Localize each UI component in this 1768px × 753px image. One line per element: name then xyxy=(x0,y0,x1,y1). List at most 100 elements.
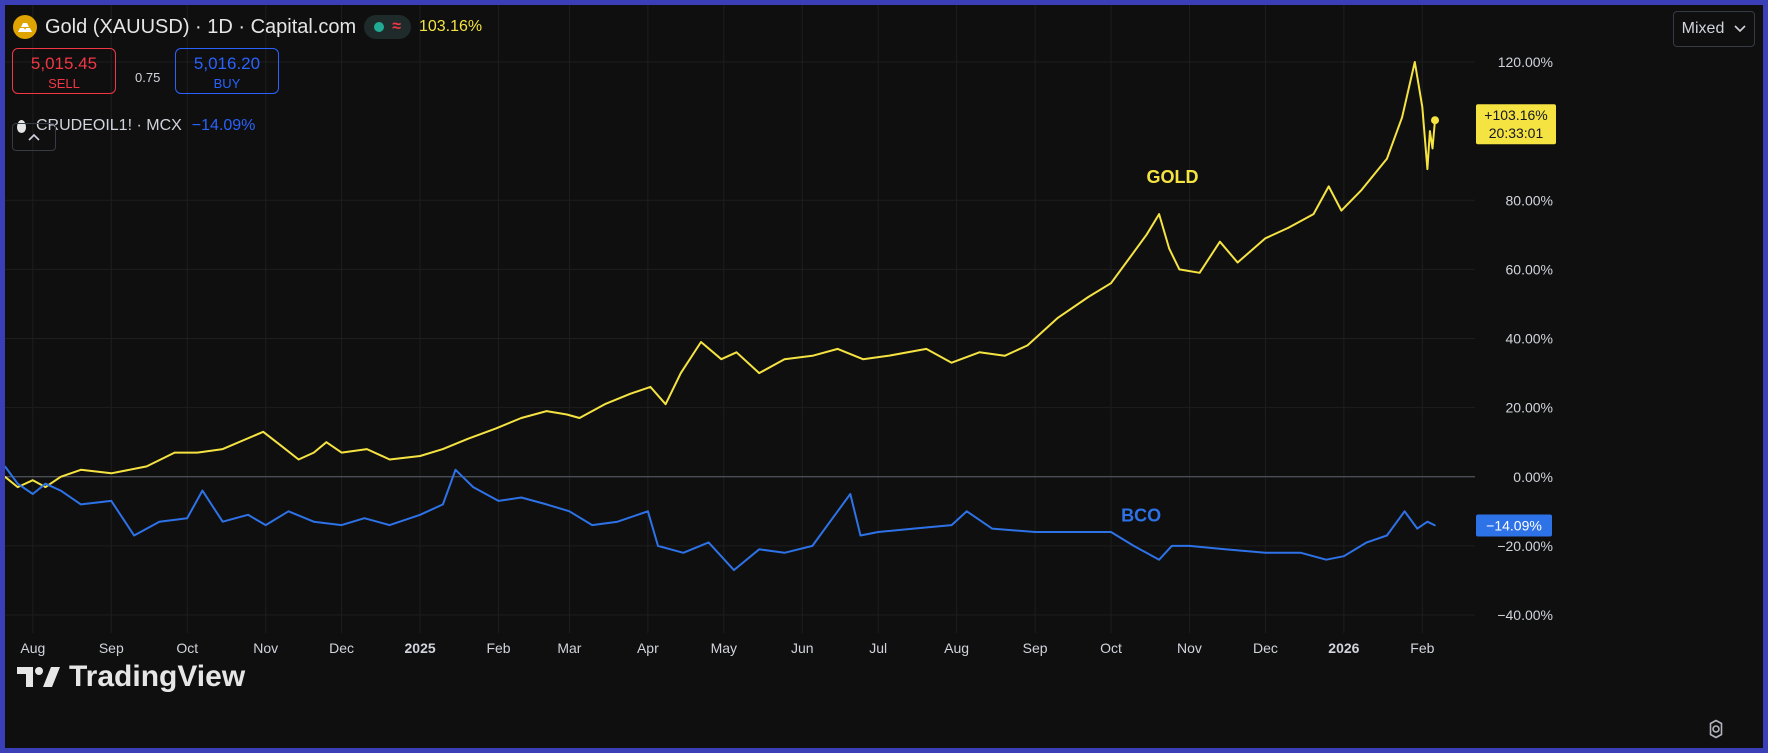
data-point-bco xyxy=(442,503,444,506)
y-tick-label: 40.00% xyxy=(1506,331,1553,347)
x-tick-label: Nov xyxy=(1177,640,1202,656)
data-point-gold xyxy=(340,451,343,454)
sell-price: 5,015.45 xyxy=(30,54,98,73)
data-point-gold xyxy=(545,410,548,412)
data-point-gold xyxy=(442,448,444,450)
data-point-bco xyxy=(647,510,649,513)
data-point-gold xyxy=(1158,213,1160,215)
data-point-bco xyxy=(1343,555,1345,557)
x-tick-label: Aug xyxy=(20,640,45,656)
data-point-bco xyxy=(991,527,993,530)
data-point-gold xyxy=(629,393,631,395)
chart-plot[interactable]: GOLD BCO 120.00% 80.00% 60.00% 40.00% 20.00% 0… xyxy=(5,5,1763,748)
data-point-bco xyxy=(454,469,457,471)
symbol-title[interactable]: Gold (XAUUSD) · 1D · Capital.com xyxy=(45,15,357,38)
buy-price: 5,016.20 xyxy=(193,54,261,73)
data-point-bco xyxy=(32,493,34,495)
spread-value: 0.75 xyxy=(135,70,161,85)
x-tick-label: Nov xyxy=(253,640,278,656)
data-point-gold xyxy=(297,458,300,461)
data-point-gold xyxy=(1128,258,1130,260)
x-tick-label: 2025 xyxy=(405,640,436,656)
price-label-gold xyxy=(1476,104,1556,145)
chart-frame: GOLD BCO 120.00% 80.00% 60.00% 40.00% 20.00% 0… xyxy=(5,5,1763,748)
data-point-gold xyxy=(16,486,19,488)
x-tick-label: May xyxy=(711,640,737,656)
data-point-gold xyxy=(758,372,760,374)
data-point-bco xyxy=(264,524,267,526)
x-tick-label: Sep xyxy=(1023,640,1048,656)
data-point-gold xyxy=(313,451,315,454)
data-point-bco xyxy=(1224,548,1226,551)
data-point-bco xyxy=(1403,510,1406,513)
data-point-bco xyxy=(707,541,710,544)
data-point-bco xyxy=(419,514,421,516)
data-point-bco xyxy=(591,524,593,526)
chart-settings-button[interactable] xyxy=(1705,719,1727,741)
data-point-gold xyxy=(1003,355,1006,357)
y-tick-label: −40.00% xyxy=(1497,607,1553,623)
data-point-bco xyxy=(80,503,82,506)
data-point-bco xyxy=(59,489,62,492)
data-point-gold xyxy=(664,403,667,406)
x-tick-label: Mar xyxy=(557,640,581,656)
x-tick-label: Sep xyxy=(99,640,124,656)
compare-symbol-row[interactable]: CRUDEOIL1! · MCX −14.09% xyxy=(17,117,255,135)
data-point-bco xyxy=(912,527,915,530)
tradingview-logo[interactable]: TradingView xyxy=(17,660,245,694)
y-tick-label: 0.00% xyxy=(1513,469,1553,485)
data-point-gold xyxy=(1219,240,1221,243)
data-point-bco xyxy=(831,517,834,519)
data-point-bco xyxy=(1386,534,1388,537)
data-point-gold xyxy=(44,486,47,488)
data-point-bco xyxy=(110,500,113,502)
series-line-bco xyxy=(5,465,1436,572)
data-point-gold xyxy=(578,417,581,419)
data-point-gold xyxy=(325,441,328,444)
data-point-bco xyxy=(247,514,249,516)
x-tick-label: Oct xyxy=(176,640,198,656)
chevron-down-icon xyxy=(1734,25,1746,33)
y-tick-label: −20.00% xyxy=(1497,538,1553,554)
data-point-bco xyxy=(859,534,862,537)
oil-drop-icon xyxy=(17,119,26,133)
data-point-bco xyxy=(1416,527,1419,530)
data-point-bco xyxy=(1069,531,1072,533)
data-point-gold xyxy=(1386,158,1388,160)
countdown-label: 20:33:01 xyxy=(1489,125,1544,141)
x-tick-label: Dec xyxy=(1253,640,1278,656)
data-point-gold xyxy=(80,469,82,471)
market-status-pill[interactable]: ≈ xyxy=(364,15,411,39)
data-point-gold xyxy=(280,444,282,447)
data-point-bco xyxy=(1034,531,1036,533)
data-point-gold xyxy=(1421,106,1424,108)
buy-button[interactable]: 5,016.20 BUY xyxy=(175,48,279,94)
data-point-bco xyxy=(568,510,571,513)
data-point-gold xyxy=(1360,189,1363,191)
sell-button[interactable]: 5,015.45 SELL xyxy=(12,48,116,94)
x-tick-label: Dec xyxy=(329,640,354,656)
data-point-gold xyxy=(520,417,523,419)
data-point-gold xyxy=(1327,185,1330,188)
data-point-gold xyxy=(836,348,839,350)
x-tick-label: Jun xyxy=(791,640,814,656)
data-point-gold xyxy=(1287,227,1289,229)
data-point-bco xyxy=(682,552,685,554)
data-point-gold xyxy=(925,348,928,350)
sell-label: SELL xyxy=(48,76,80,91)
x-tick-label: Oct xyxy=(1100,640,1122,656)
data-point-bco xyxy=(849,493,852,495)
scale-mode-dropdown[interactable]: Mixed xyxy=(1673,11,1755,47)
data-point-bco xyxy=(657,545,659,547)
tradingview-logo-mark xyxy=(17,667,60,687)
data-point-gold xyxy=(1198,272,1201,274)
data-point-gold xyxy=(1312,213,1315,215)
data-point-gold xyxy=(720,358,723,361)
data-point-gold xyxy=(811,355,814,357)
data-point-gold xyxy=(196,451,199,454)
data-point-gold xyxy=(1340,209,1343,212)
compare-change: −14.09% xyxy=(191,117,256,134)
buy-label: BUY xyxy=(213,76,241,91)
data-point-gold xyxy=(1431,147,1434,150)
collapse-legend-button[interactable] xyxy=(12,123,56,151)
